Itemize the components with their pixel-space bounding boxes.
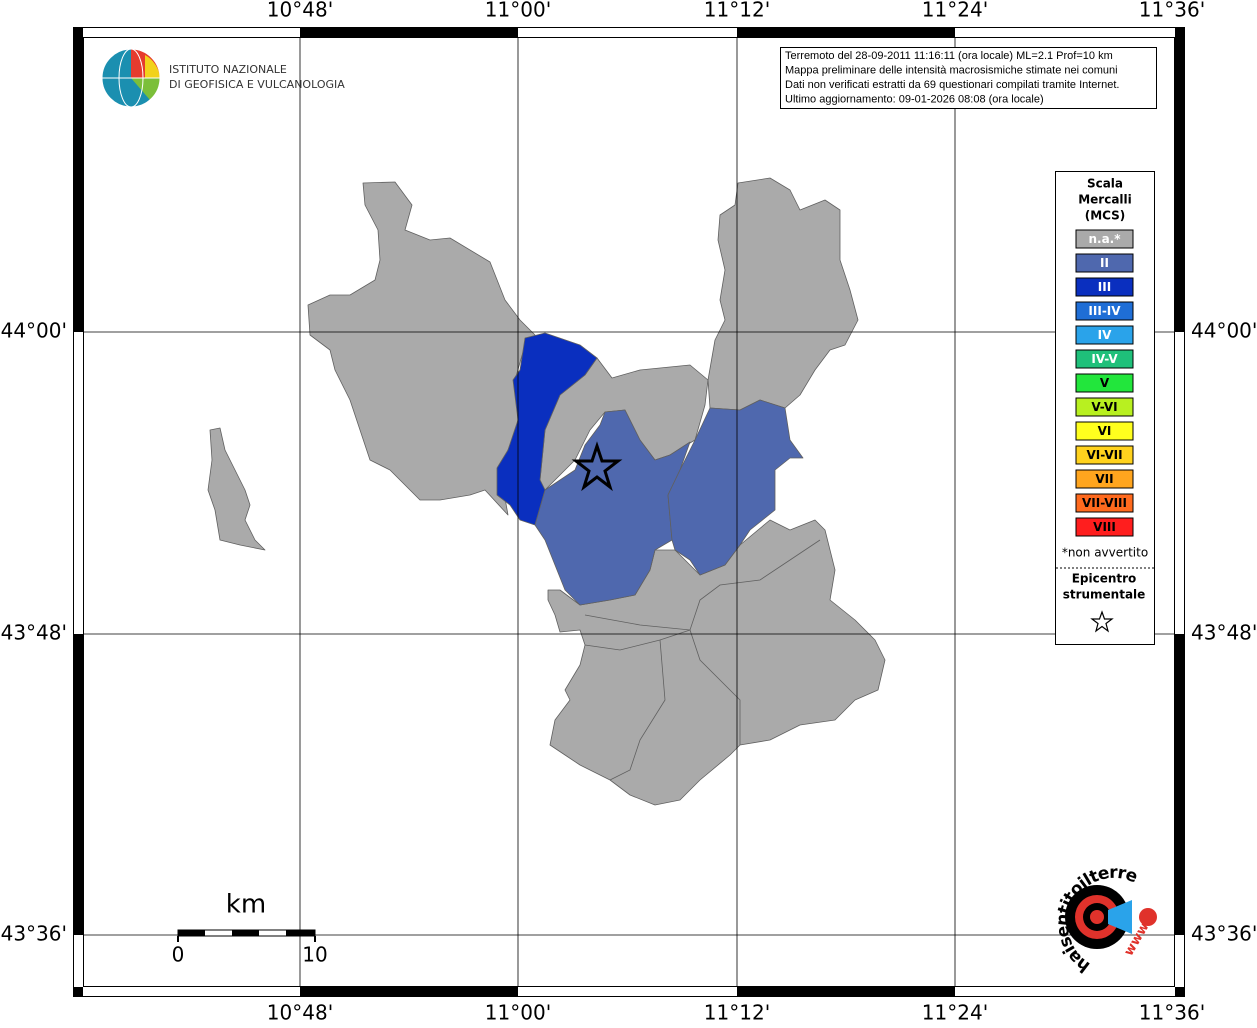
- longitude-label: 10°48': [267, 1001, 333, 1025]
- longitude-label: 11°12': [704, 0, 770, 22]
- legend-label: V-VI: [1091, 400, 1117, 414]
- legend-title: Scala: [1087, 177, 1123, 191]
- latitude-label: 43°36': [1, 922, 67, 946]
- legend-swatch: [1075, 421, 1134, 441]
- legend-swatch: [1075, 253, 1134, 273]
- info-line: Ultimo aggiornamento: 09-01-2026 08:08 (…: [785, 93, 1044, 105]
- legend-label: VII-VIII: [1082, 496, 1127, 510]
- border: [584, 539, 821, 631]
- legend-label: VIII: [1093, 520, 1116, 534]
- logo-text: ISTITUTO NAZIONALE: [169, 63, 287, 76]
- scale-end: 10: [302, 943, 327, 967]
- region: [707, 177, 859, 411]
- legend-star: [1090, 610, 1114, 633]
- longitude-label: 11°36': [1139, 0, 1205, 22]
- legend-swatch: [1075, 349, 1134, 369]
- region: [207, 427, 266, 551]
- info-line: Mappa preliminare delle intensità macros…: [785, 64, 1118, 76]
- longitude-label: 11°24': [922, 1001, 988, 1025]
- longitude-label: 11°12': [704, 1001, 770, 1025]
- legend-swatch: [1075, 325, 1134, 345]
- latitude-label: 43°48': [1191, 621, 1257, 645]
- legend-title: Mercalli: [1078, 193, 1132, 207]
- legend-label: III: [1098, 280, 1111, 294]
- legend-label: IV: [1098, 328, 1112, 342]
- legend-title: (MCS): [1085, 209, 1126, 223]
- latitude-label: 43°36': [1191, 922, 1257, 946]
- epicenter-star: [571, 441, 623, 492]
- border: [584, 629, 741, 745]
- legend-swatch: [1075, 493, 1134, 513]
- info-line: Terremoto del 28-09-2011 11:16:11 (ora l…: [785, 50, 1113, 62]
- scale-bar: km 0 10: [172, 890, 328, 967]
- frame-outline: [73, 27, 1185, 997]
- info-box: [780, 47, 1157, 109]
- legend: ScalaMercalli(MCS)n.a.*IIIIIIII-IVIVIV-V…: [1062, 177, 1148, 602]
- legend-label: VII: [1095, 472, 1113, 486]
- legend-label: VI: [1098, 424, 1112, 438]
- region: [667, 399, 804, 576]
- legend-label: III-IV: [1088, 304, 1121, 318]
- longitude-label: 11°00': [485, 0, 551, 22]
- legend-epicenter: strumentale: [1063, 588, 1146, 602]
- legend-label: IV-V: [1091, 352, 1118, 366]
- legend-swatch: [1075, 397, 1134, 417]
- info-line: Dati non verificati estratti da 69 quest…: [785, 79, 1119, 91]
- legend-swatch: [1075, 301, 1134, 321]
- latitude-label: 43°48': [1, 621, 67, 645]
- legend-swatch: [1075, 373, 1134, 393]
- legend-swatch: [1075, 277, 1134, 297]
- scale-start: 0: [172, 943, 185, 967]
- legend-swatch: [1075, 469, 1134, 489]
- frame-segments: [73, 27, 1185, 997]
- border: [609, 639, 666, 781]
- longitude-label: 11°24': [922, 0, 988, 22]
- regions: [207, 177, 886, 806]
- legend-label: II: [1100, 256, 1109, 270]
- graticule: [83, 37, 1175, 987]
- legend-label: V: [1100, 376, 1110, 390]
- longitude-label: 10°48': [267, 0, 333, 22]
- latitude-label: 44°00': [1191, 319, 1257, 343]
- legend-note: *non avvertito: [1062, 546, 1148, 560]
- logo-text: DI GEOFISICA E VULCANOLOGIA: [169, 78, 345, 91]
- longitude-label: 11°00': [485, 1001, 551, 1025]
- scale-unit: km: [226, 890, 266, 920]
- legend-epicenter: Epicentro: [1072, 572, 1137, 586]
- legend-label: n.a.*: [1088, 232, 1121, 246]
- info-text: Terremoto del 28-09-2011 11:16:11 (ora l…: [785, 50, 1119, 106]
- legend-swatch: [1075, 229, 1134, 249]
- region: [547, 519, 886, 806]
- region: [307, 181, 536, 516]
- latitude-label: 44°00': [1, 319, 67, 343]
- legend-label: VI-VII: [1086, 448, 1122, 462]
- legend-swatch: [1075, 445, 1134, 465]
- longitude-label: 11°36': [1139, 1001, 1205, 1025]
- ingv-logo: ISTITUTO NAZIONALE DI GEOFISICA E VULCAN…: [101, 48, 345, 108]
- legend-swatch: [1075, 517, 1134, 537]
- region: [534, 409, 691, 606]
